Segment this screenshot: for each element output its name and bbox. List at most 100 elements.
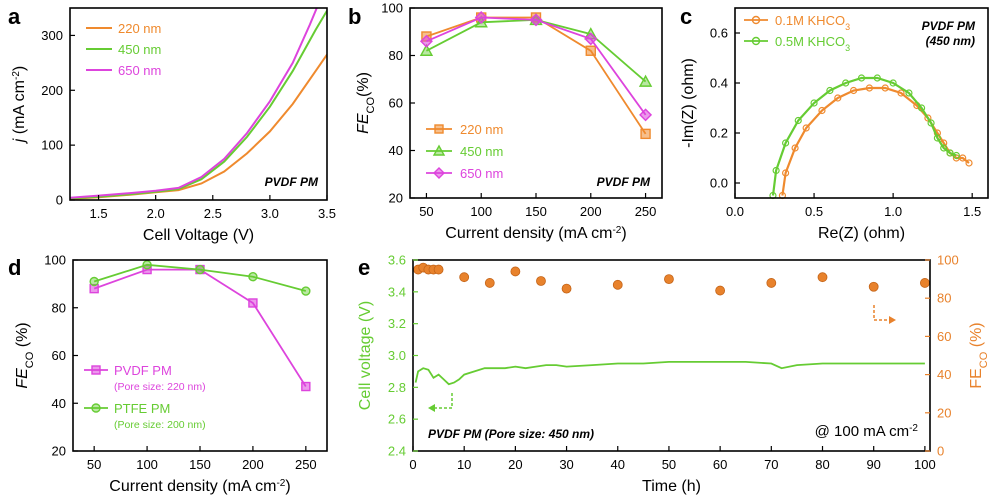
c-point-1 xyxy=(946,149,954,157)
c-ylabel: -Im(Z) (ohm) xyxy=(680,58,697,148)
e-fe-point xyxy=(459,272,470,283)
e-ylabel-right: FECO (%) xyxy=(968,322,990,388)
c-annotation-line1: PVDF PM xyxy=(922,19,976,33)
d-legend-marker-0 xyxy=(91,365,101,375)
d-legend-sublabel-0: (Pore size: 220 nm) xyxy=(114,381,206,393)
b-ylabel: FECO(%) xyxy=(355,72,377,134)
c-point-1 xyxy=(905,89,913,97)
b-annotation: PVDF PM xyxy=(597,175,651,189)
a-legend-label-0: 220 nm xyxy=(118,21,161,36)
b-xtick-label: 250 xyxy=(635,204,657,219)
e-ytick-left-label: 3.2 xyxy=(388,316,406,331)
d-xlabel: Current density (mA cm-2) xyxy=(109,478,290,496)
d-ytick-label: 20 xyxy=(52,444,66,459)
b-ytick-label: 60 xyxy=(389,96,403,111)
d-ylabel: FECO (%) xyxy=(14,322,36,388)
a-xtick-label: 1.5 xyxy=(90,206,108,221)
a-legend-label-2: 650 nm xyxy=(118,63,161,78)
e-xtick-label: 100 xyxy=(914,457,936,472)
a-series-line-2 xyxy=(70,8,318,199)
d-legend-marker-1 xyxy=(91,403,101,413)
c-ytick-label: 0.4 xyxy=(710,76,728,91)
c-point-1 xyxy=(781,139,790,147)
c-point-0 xyxy=(818,106,826,115)
c-point-1 xyxy=(940,144,948,152)
panel-label-d: d xyxy=(8,255,21,280)
e-fe-point xyxy=(715,285,726,296)
e-fe-point xyxy=(484,278,495,288)
c-ytick-label: 0.6 xyxy=(710,26,728,41)
b-xlabel: Current density (mA cm-2) xyxy=(445,225,626,243)
c-point-0 xyxy=(924,114,932,122)
c-point-0 xyxy=(959,154,967,162)
c-point-1 xyxy=(826,86,834,95)
b-ytick-label: 40 xyxy=(389,143,403,158)
a-annotation: PVDF PM xyxy=(265,175,319,189)
a-plot-frame xyxy=(69,7,328,201)
c-point-1 xyxy=(842,79,850,87)
c-point-0 xyxy=(849,86,858,95)
e-ytick-left-label: 3.6 xyxy=(388,253,406,268)
b-point-2 xyxy=(529,13,543,27)
b-xtick-label: 50 xyxy=(419,204,433,219)
b-ytick-label: 80 xyxy=(389,48,403,63)
c-point-0 xyxy=(865,84,874,92)
d-series-line-1 xyxy=(93,263,307,292)
e-xtick-label: 40 xyxy=(611,457,625,472)
d-point-0 xyxy=(248,298,258,308)
e-fe-point xyxy=(612,279,623,290)
d-point-0 xyxy=(89,283,99,294)
e-ytick-left-label: 3.4 xyxy=(388,284,406,299)
b-point-2 xyxy=(639,108,653,122)
c-point-1 xyxy=(873,74,881,82)
b-ytick-label: 20 xyxy=(389,191,403,206)
e-arrow-left xyxy=(432,393,453,409)
panel-d: PVDF PM (Pore size: 220 nm) PTFE PM (Pore s… xyxy=(14,253,328,496)
e-fe-point xyxy=(510,266,521,277)
d-xtick-label: 100 xyxy=(136,457,158,472)
panel-label-b: b xyxy=(348,4,361,29)
b-ytick-label: 100 xyxy=(381,1,403,16)
c-point-1 xyxy=(952,151,960,160)
b-legend-label-2: 650 nm xyxy=(460,166,503,181)
e-fe-point xyxy=(766,278,777,288)
e-fe-point xyxy=(433,264,444,275)
c-plot-frame xyxy=(734,7,989,199)
d-xtick-label: 150 xyxy=(189,457,211,472)
c-xlabel: Re(Z) (ohm) xyxy=(818,225,905,242)
c-point-0 xyxy=(791,144,799,152)
c-xtick-label: 0.0 xyxy=(726,204,744,219)
c-xtick-label: 0.5 xyxy=(805,204,823,219)
b-legend-marker-1 xyxy=(432,144,446,156)
e-xtick-label: 20 xyxy=(508,457,522,472)
e-ytick-left-label: 2.8 xyxy=(388,380,406,395)
panel-c: 0.1M KHCO3 0.5M KHCO3 0.0 0.5 1.0 1.5 0.0 0.2 0.… xyxy=(680,7,989,242)
panel-label-c: c xyxy=(680,4,692,29)
panel-a: 220 nm 450 nm 650 nm 1.5 2.0 2.5 3.0 3.5 0 100 200… xyxy=(11,7,336,244)
e-xlabel: Time (h) xyxy=(642,478,701,495)
c-legend-marker-0 xyxy=(751,15,761,25)
c-legend-label-0: 0.1M KHCO3 xyxy=(775,13,850,32)
c-annotation-line2: (450 nm) xyxy=(926,34,975,48)
b-legend-marker-0 xyxy=(434,124,444,134)
e-xtick-label: 80 xyxy=(815,457,829,472)
d-xtick-label: 200 xyxy=(242,457,264,472)
a-xtick-label: 3.0 xyxy=(261,206,279,221)
b-point-0 xyxy=(640,128,651,140)
c-point-1 xyxy=(857,74,866,82)
panel-label-a: a xyxy=(8,4,21,29)
b-legend-marker-2 xyxy=(433,167,445,179)
e-xtick-label: 90 xyxy=(866,457,880,472)
c-legend-marker-1 xyxy=(751,36,761,46)
d-legend-label-1: PTFE PM xyxy=(114,401,170,416)
d-legend-label-0: PVDF PM xyxy=(114,363,172,378)
c-point-0 xyxy=(802,124,810,132)
c-point-0 xyxy=(834,94,842,102)
b-xtick-label: 200 xyxy=(580,204,602,219)
e-fe-point xyxy=(561,283,572,294)
b-point-0 xyxy=(585,45,596,56)
b-point-1 xyxy=(638,74,653,87)
d-point-1 xyxy=(301,286,311,296)
a-ytick-label: 100 xyxy=(41,138,63,153)
